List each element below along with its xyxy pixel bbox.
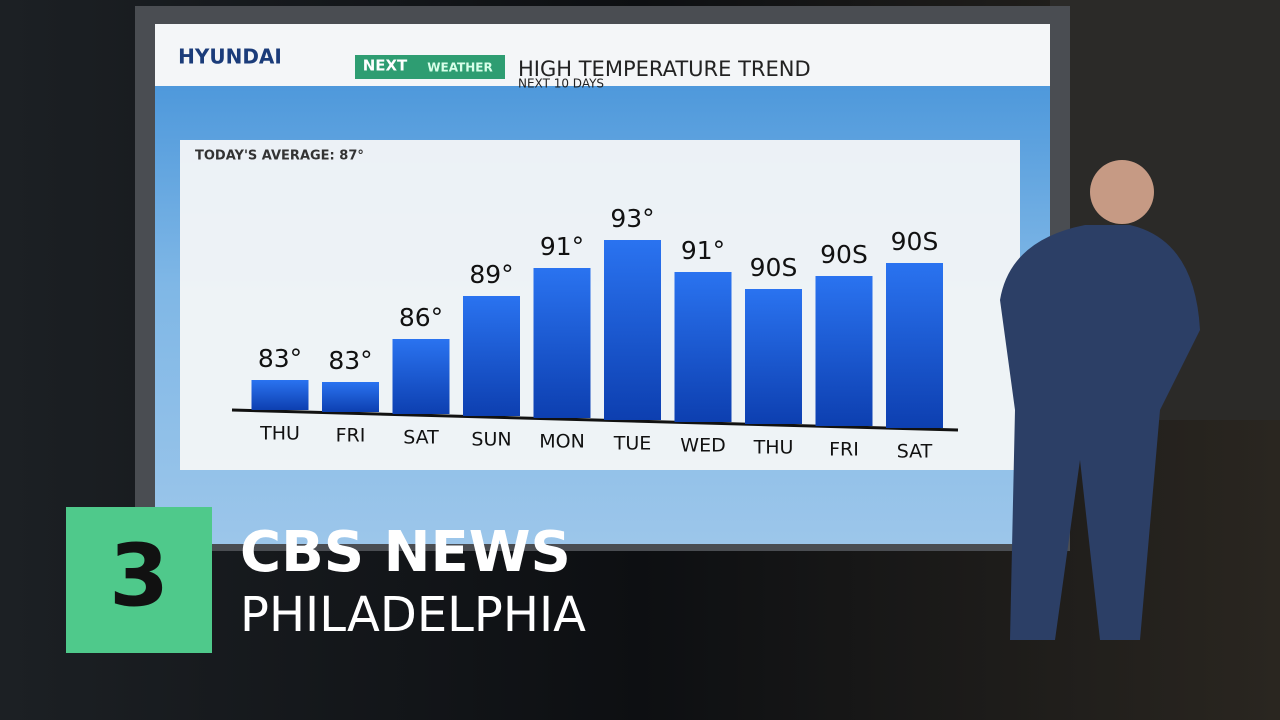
value-label: 90S — [891, 227, 939, 256]
bar — [604, 240, 661, 420]
header-bar — [155, 24, 1050, 86]
x-tick-label: FRI — [829, 439, 859, 461]
presenter-head — [1090, 160, 1154, 224]
baseline — [231, 408, 959, 432]
bar — [251, 380, 309, 410]
bar — [815, 276, 873, 426]
value-label: 91° — [540, 232, 584, 261]
bar — [463, 296, 520, 416]
x-tick-label: FRI — [336, 425, 366, 447]
value-label: 86° — [399, 303, 443, 332]
value-label: 90S — [750, 253, 798, 282]
x-tick-label: THU — [259, 423, 300, 445]
x-tick-label: SAT — [897, 441, 933, 463]
x-tick-label: TUE — [613, 433, 652, 455]
value-label: 83° — [328, 346, 372, 375]
chart-title: HIGH TEMPERATURE TREND — [518, 57, 811, 81]
x-tick-label: MON — [539, 431, 585, 453]
channel-number: 3 — [109, 526, 169, 626]
x-tick-label: WED — [680, 435, 725, 457]
x-tick-label: THU — [753, 437, 794, 459]
segment-weather: WEATHER — [427, 61, 492, 75]
segment-badge — [355, 55, 505, 79]
bar — [745, 289, 802, 424]
network: CBS NEWS — [240, 520, 571, 585]
x-tick-label: SUN — [471, 429, 511, 451]
chart-subtitle: NEXT 10 DAYS — [518, 77, 604, 91]
value-label: 89° — [469, 260, 513, 289]
bar — [392, 339, 450, 414]
value-label: 83° — [258, 344, 302, 373]
value-label: 91° — [681, 236, 725, 265]
bar — [322, 382, 379, 412]
annotation: TODAY'S AVERAGE: 87° — [195, 149, 364, 164]
station: PHILADELPHIA — [240, 587, 586, 643]
bar — [674, 272, 732, 422]
station-logo — [66, 507, 212, 653]
bar — [886, 263, 943, 428]
value-label: 93° — [610, 204, 654, 233]
segment-next: NEXT — [363, 57, 408, 75]
bar — [533, 268, 591, 418]
x-tick-label: SAT — [403, 427, 439, 449]
value-label: 90S — [820, 240, 868, 269]
sponsor: HYUNDAI — [178, 45, 282, 69]
presenter — [1000, 225, 1200, 640]
chart-panel — [180, 140, 1020, 470]
